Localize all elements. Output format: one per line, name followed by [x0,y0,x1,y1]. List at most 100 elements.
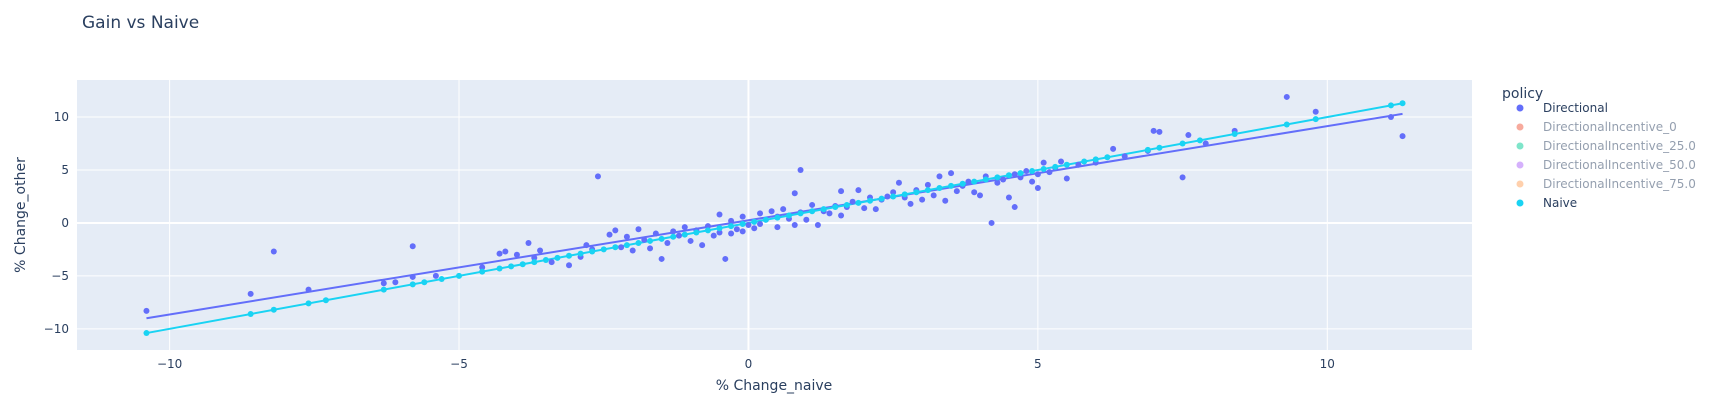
point-directional [629,247,636,254]
legend[interactable]: policy Directional DirectionalIncentive_0… [1502,86,1696,210]
point-directional [635,226,642,233]
point-directional [664,240,671,247]
point-directional [1063,175,1070,182]
legend-label: Naive [1543,196,1577,210]
point-directional [971,189,978,196]
point-directional [681,224,688,231]
point-directional [618,244,625,251]
point-directional [1312,108,1319,115]
x-tick-label: 10 [1320,357,1335,371]
legend-marker [1516,161,1524,169]
y-tick-label: −10 [44,322,69,336]
point-naive [681,231,688,238]
point-directional [1029,178,1036,185]
point-directional [479,264,486,271]
point-directional [380,280,387,287]
point-directional [872,206,879,213]
point-naive [1387,102,1394,109]
point-naive [479,268,486,275]
point-directional [728,217,735,224]
point-directional [1011,171,1018,178]
point-naive [901,191,908,198]
point-naive [820,206,827,213]
legend-item[interactable]: DirectionalIncentive_25.0 [1516,139,1696,153]
y-tick-label: −5 [51,269,69,283]
point-directional [936,173,943,180]
point-directional [1399,133,1406,140]
point-directional [710,232,717,239]
legend-item[interactable]: DirectionalIncentive_0 [1516,120,1677,134]
point-directional [1179,174,1186,181]
point-directional [948,170,955,177]
legend-item[interactable]: Naive [1516,196,1578,210]
point-naive [647,237,654,244]
point-naive [1040,165,1047,172]
point-naive [305,300,312,307]
point-directional [1283,93,1290,100]
point-directional [1046,169,1053,176]
legend-marker [1516,180,1524,188]
point-directional [1202,140,1209,147]
point-directional [826,210,833,217]
point-directional [1110,145,1117,152]
legend-item[interactable]: Directional [1516,101,1608,115]
point-naive [693,229,700,236]
point-directional [942,197,949,204]
point-naive [704,227,711,234]
point-naive [716,225,723,232]
point-naive [913,189,920,196]
point-directional [1005,194,1012,201]
point-naive [247,311,254,317]
x-tick-label: 0 [745,357,753,371]
point-naive [936,185,943,191]
point-directional [1023,168,1030,175]
legend-item[interactable]: DirectionalIncentive_75.0 [1516,177,1696,191]
point-directional [953,188,960,195]
y-axis-title: % Change_other [13,157,29,273]
point-naive [751,218,758,225]
point-directional [965,178,972,185]
point-naive [843,201,850,208]
legend-title: policy [1502,86,1543,102]
point-naive [600,246,607,253]
point-naive [1179,140,1186,147]
point-naive [589,248,596,255]
point-directional [623,233,630,240]
point-naive [623,242,630,249]
point-directional [890,189,897,196]
point-naive [496,265,503,272]
legend-item[interactable]: DirectionalIncentive_50.0 [1516,158,1696,172]
legend-marker [1516,123,1524,131]
point-directional [757,221,764,227]
point-naive [1081,158,1088,165]
point-directional [716,229,723,236]
point-naive [658,235,665,242]
point-directional [988,219,995,226]
point-naive [612,244,619,251]
point-directional [1034,171,1041,178]
point-naive [832,204,839,211]
point-directional [143,307,150,314]
point-directional [994,179,1001,186]
point-naive [542,257,549,263]
point-directional [496,250,503,257]
point-directional [270,248,277,255]
point-directional [791,222,798,229]
point-naive [421,279,428,286]
point-directional [814,222,821,229]
point-directional [1017,174,1024,181]
point-directional [1185,132,1192,139]
tick-labels: −10 −5 0 5 10 −10 −5 0 5 10 [44,110,1335,371]
point-naive [635,240,642,247]
legend-marker [1516,142,1524,150]
point-naive [577,250,584,257]
point-directional [1156,128,1163,135]
point-naive [1399,100,1406,107]
point-directional [907,200,914,207]
point-directional [675,232,682,239]
point-directional [895,179,902,186]
point-naive [1092,156,1099,163]
point-naive [1196,137,1203,144]
point-naive [797,210,804,217]
x-tick-label: −5 [450,357,468,371]
